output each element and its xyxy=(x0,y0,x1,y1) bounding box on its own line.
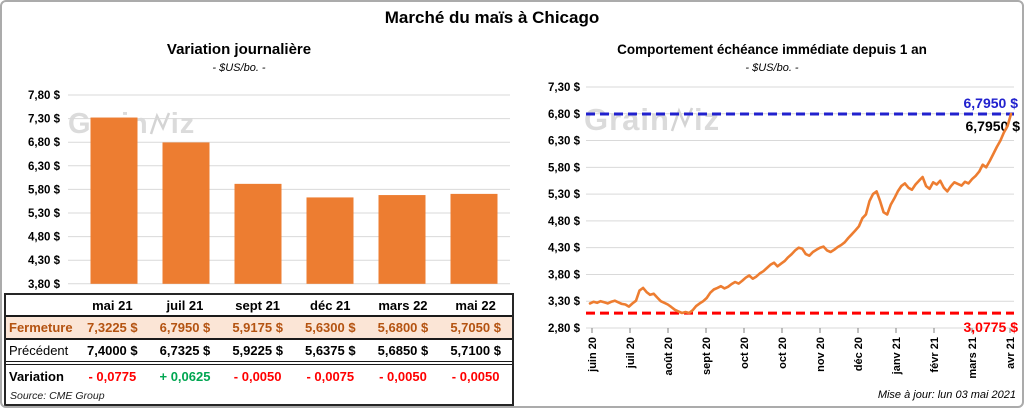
y-tick-label: 3,80 $ xyxy=(28,279,61,291)
x-tick-label: avr 21 xyxy=(1005,337,1017,369)
y-tick-label: 6,80 $ xyxy=(28,137,61,149)
x-tick-label: mars 21 xyxy=(967,337,979,379)
column-header: mai 22 xyxy=(455,297,496,313)
low-reference-label: 3,0775 $ xyxy=(964,319,1019,335)
watermark-suffix: iz xyxy=(693,102,721,137)
source-note: Source: CME Group xyxy=(10,390,105,402)
column-header: sept 21 xyxy=(235,297,281,313)
column-header: juil 21 xyxy=(166,297,204,313)
table-cell: 7,4000 $ xyxy=(87,343,138,358)
x-tick-label: juin 20 xyxy=(587,337,599,373)
table-cell: 5,9175 $ xyxy=(232,320,283,335)
x-tick-label: août 20 xyxy=(663,337,675,376)
table-cell: - 0,0775 xyxy=(88,369,137,384)
table-cell: - 0,0050 xyxy=(379,369,427,384)
bar-juil 21 xyxy=(162,142,210,284)
y-tick-label: 4,80 $ xyxy=(28,232,61,244)
row-label: Précédent xyxy=(9,343,69,358)
zigzag-logo-icon xyxy=(670,107,694,132)
y-tick-label: 6,80 $ xyxy=(548,109,581,121)
y-tick-label: 5,30 $ xyxy=(548,189,581,201)
column-header: mars 22 xyxy=(378,297,428,313)
x-tick-label: déc 20 xyxy=(853,337,865,371)
table-cell: - 0,0050 xyxy=(451,369,500,384)
y-tick-label: 5,80 $ xyxy=(548,162,581,174)
table-cell: 6,7325 $ xyxy=(159,343,211,358)
bar-sept 21 xyxy=(234,183,282,284)
watermark-prefix: Grain xyxy=(584,102,670,137)
bar-mai 22 xyxy=(450,193,498,284)
y-tick-label: 3,80 $ xyxy=(548,269,581,281)
y-tick-label: 7,80 $ xyxy=(28,90,61,102)
table-cell: 5,7050 $ xyxy=(450,320,501,335)
daily-variation-chart-subtitle: - $US/bo. - xyxy=(212,62,266,74)
price-table: mai 21 juil 21 sept 21 déc 21 mars 22 mai 22 F… xyxy=(6,295,512,388)
table-row-precedent: Précédent 7,4000 $ 6,7325 $ 5,9225 $ 5,6375 … xyxy=(6,339,512,363)
row-label: Variation xyxy=(9,369,64,384)
bar-mai 21 xyxy=(90,117,138,284)
bar-déc 21 xyxy=(306,197,354,284)
table-header-row: mai 21 juil 21 sept 21 déc 21 mars 22 mai 22 xyxy=(6,295,512,316)
y-tick-label: 6,30 $ xyxy=(28,161,61,173)
y-tick-label: 7,30 $ xyxy=(28,114,61,126)
table-row-fermeture: Fermeture 7,3225 $ 6,7950 $ 5,9175 $ 5,6300 … xyxy=(6,316,512,339)
updated-note: Mise à jour: lun 03 mai 2021 xyxy=(877,389,1016,401)
page-title: Marché du maïs à Chicago xyxy=(384,8,600,27)
y-tick-label: 4,30 $ xyxy=(548,243,581,255)
table-cell: 5,6850 $ xyxy=(377,343,429,358)
last-value-label: 6,7950 $ xyxy=(966,118,1021,134)
price-line xyxy=(588,112,1013,315)
table-cell: - 0,0075 xyxy=(306,369,355,384)
table-row-variation: Variation - 0,0775 + 0,0625 - 0,0050 - 0,007… xyxy=(6,363,512,388)
zigzag-logo-icon xyxy=(149,112,170,135)
table-cell: - 0,0050 xyxy=(233,369,282,384)
table-cell: + 0,0625 xyxy=(159,369,211,384)
table-cell: 6,7950 $ xyxy=(159,320,211,335)
immediate-maturity-chart-title: Comportement échéance immédiate depuis 1… xyxy=(617,42,927,57)
y-tick-label: 4,30 $ xyxy=(28,255,61,267)
table-cell: 5,9225 $ xyxy=(232,343,283,358)
price-table-box: mai 21 juil 21 sept 21 déc 21 mars 22 mai 22 F… xyxy=(4,293,514,406)
table-cell: 5,6375 $ xyxy=(304,343,356,358)
table-cell: 5,6800 $ xyxy=(377,320,429,335)
daily-variation-bar-chart: 7,80 $ 7,30 $ 6,80 $ 6,30 $ 5,80 $ 5,30 $ 4,80… xyxy=(28,90,510,291)
high-reference-label: 6,7950 $ xyxy=(964,95,1019,111)
table-cell: 5,7100 $ xyxy=(450,343,501,358)
x-tick-label: janv 21 xyxy=(891,337,903,375)
immediate-maturity-chart-subtitle: - $US/bo. - xyxy=(745,62,799,74)
bar-mars 22 xyxy=(378,195,426,284)
y-tick-label: 4,80 $ xyxy=(548,216,581,228)
x-tick-label: févr 21 xyxy=(929,337,941,372)
row-label: Fermeture xyxy=(9,320,73,335)
y-tick-label: 5,80 $ xyxy=(28,184,61,196)
x-tick-label: oct 20 xyxy=(777,337,789,369)
y-tick-label: 6,30 $ xyxy=(548,136,581,148)
column-header: mai 21 xyxy=(92,297,133,313)
y-tick-label: 5,30 $ xyxy=(28,208,61,220)
x-tick-label: nov 20 xyxy=(815,337,827,372)
immediate-maturity-line-chart: 7,30 $ 6,80 $ 6,30 $ 5,80 $ 5,30 $ 4,80 $ 4,30… xyxy=(548,82,1021,379)
column-header: déc 21 xyxy=(310,297,351,313)
x-tick-label: sept 20 xyxy=(701,337,713,375)
watermark-suffix: iz xyxy=(170,108,196,140)
table-cell: 5,6300 $ xyxy=(304,320,356,335)
corner-cell xyxy=(6,295,76,316)
y-tick-label: 3,30 $ xyxy=(548,296,581,308)
x-tick-label: oct 20 xyxy=(739,337,751,369)
x-tick-label: juil 20 xyxy=(625,337,637,369)
daily-variation-chart-title: Variation journalière xyxy=(166,41,312,58)
table-cell: 7,3225 $ xyxy=(87,320,138,335)
y-tick-label: 2,80 $ xyxy=(548,323,581,335)
y-tick-label: 7,30 $ xyxy=(548,82,581,94)
